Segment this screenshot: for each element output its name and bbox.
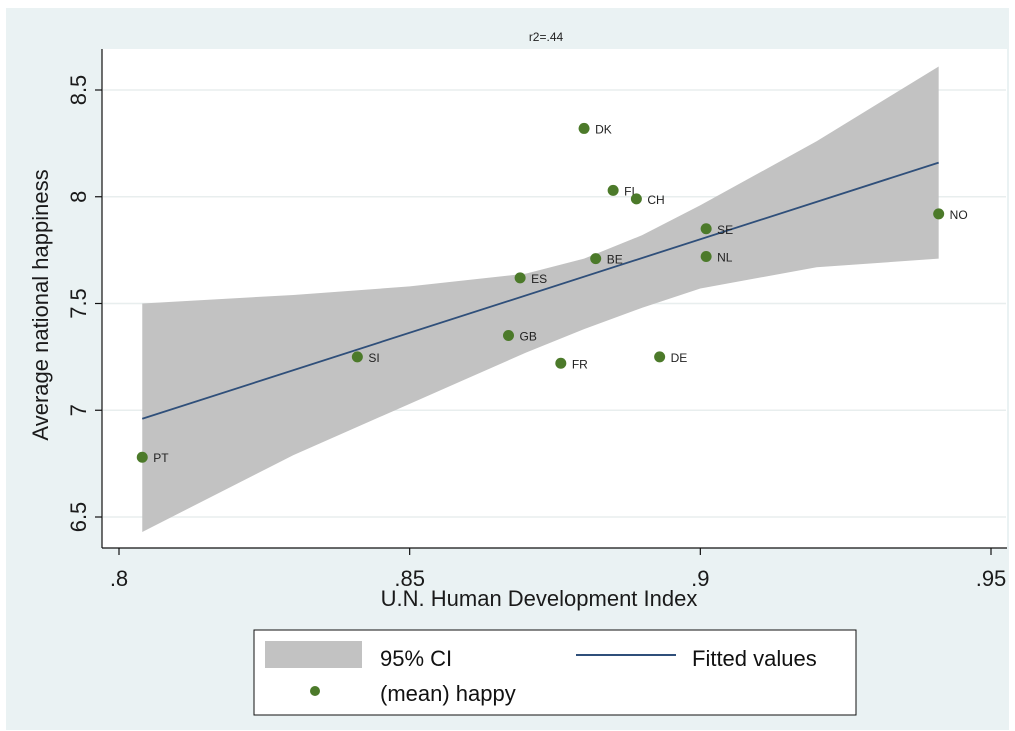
ci-band-layer <box>142 66 939 532</box>
data-label-se: SE <box>717 223 733 237</box>
data-label-gb: GB <box>519 330 536 344</box>
data-point-fr <box>555 357 567 369</box>
data-point-fi <box>607 184 619 196</box>
legend-fit-label: Fitted values <box>692 646 817 671</box>
data-label-pt: PT <box>153 451 169 465</box>
data-point-pt <box>136 451 148 463</box>
data-label-de: DE <box>671 351 688 365</box>
data-point-es <box>514 272 526 284</box>
data-point-si <box>351 351 363 363</box>
scatter-chart: r2=.44 PT SI GB ES FR DK BE FI CH DE SE NL NO 6.5 7 7.… <box>28 30 1007 716</box>
legend: 95% CI Fitted values (mean) happy <box>253 629 857 716</box>
x-axis-ticks: .8 .85 .9 .95 <box>110 548 1006 591</box>
y-tick-label: 6.5 <box>66 502 91 533</box>
data-label-fi: FI <box>624 184 635 198</box>
data-label-fr: FR <box>572 357 588 371</box>
y-tick-label: 7 <box>66 404 91 416</box>
data-point-de <box>654 351 666 363</box>
data-label-nl: NL <box>717 251 733 265</box>
y-tick-label: 8 <box>66 191 91 203</box>
chart-title: r2=.44 <box>529 30 564 44</box>
y-tick-label: 8.5 <box>66 75 91 106</box>
legend-ci-swatch <box>265 641 362 668</box>
data-label-dk: DK <box>595 122 612 136</box>
y-tick-label: 7.5 <box>66 288 91 319</box>
fitted-line <box>141 161 939 420</box>
y-axis-ticks: 6.5 7 7.5 8 8.5 <box>66 75 102 533</box>
data-point-be <box>590 253 602 265</box>
x-tick-label: .95 <box>976 566 1007 591</box>
legend-points-label: (mean) happy <box>380 681 516 706</box>
data-point-ch <box>630 193 642 205</box>
data-point-no <box>933 208 945 220</box>
legend-ci-label: 95% CI <box>380 646 452 671</box>
data-point-gb <box>502 330 514 342</box>
data-point-se <box>700 223 712 235</box>
chart-figure: r2=.44 PT SI GB ES FR DK BE FI CH DE SE NL NO 6.5 7 7.… <box>6 8 1009 730</box>
x-tick-label: .8 <box>110 566 128 591</box>
x-tick-label: .85 <box>394 566 425 591</box>
data-label-es: ES <box>531 272 547 286</box>
ci-band <box>142 66 939 532</box>
x-axis-title: U.N. Human Development Index <box>381 586 698 611</box>
data-label-si: SI <box>368 351 379 365</box>
data-label-be: BE <box>607 253 623 267</box>
y-axis-title: Average national happiness <box>28 169 53 440</box>
scatter-points-layer: PT SI GB ES FR DK BE FI CH DE SE NL NO <box>136 122 968 465</box>
data-point-dk <box>578 122 590 134</box>
fitted-line-layer <box>141 161 939 420</box>
data-label-no: NO <box>950 208 968 222</box>
data-point-nl <box>700 251 712 263</box>
data-label-ch: CH <box>647 193 664 207</box>
x-tick-label: .9 <box>691 566 709 591</box>
legend-point-swatch <box>310 686 320 696</box>
